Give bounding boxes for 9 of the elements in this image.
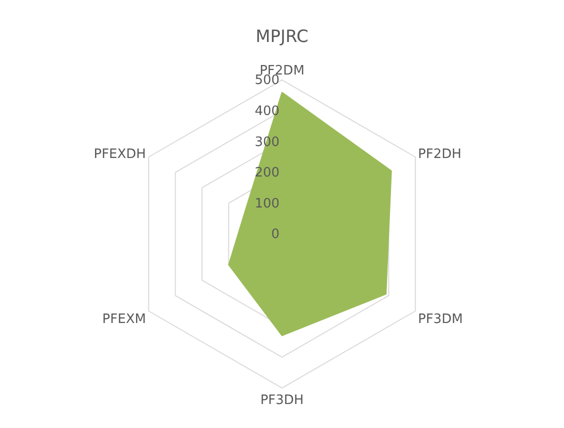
- y-tick-label: 0: [271, 227, 280, 242]
- y-tick-label: 100: [254, 196, 280, 212]
- spoke-label: PFEXM: [102, 312, 146, 327]
- spoke-label: PFEXDH: [94, 147, 146, 162]
- y-tick-label: 200: [254, 166, 280, 181]
- spoke-label: PF2DH: [418, 147, 462, 162]
- spoke-label: PF3DH: [260, 393, 304, 408]
- chart-title: MPJRC: [256, 26, 308, 47]
- spoke-label: PF3DM: [418, 312, 463, 327]
